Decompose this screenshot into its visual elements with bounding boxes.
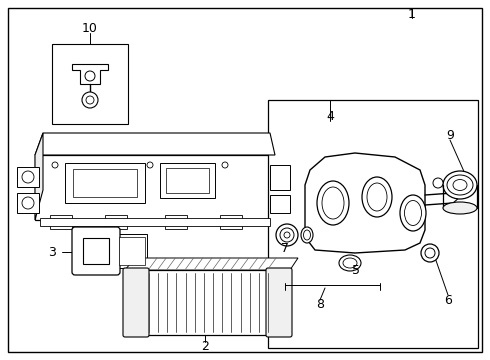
FancyBboxPatch shape [266,268,292,337]
Bar [105,215,127,229]
Polygon shape [125,258,298,270]
Bar [117,234,147,268]
Ellipse shape [322,187,344,219]
Circle shape [86,96,94,104]
Text: 3: 3 [48,246,56,258]
Text: 7: 7 [281,242,289,255]
Bar [125,270,290,335]
Bar [52,44,128,124]
Ellipse shape [447,175,473,195]
Circle shape [425,248,435,258]
Bar [73,169,137,197]
Bar [17,193,39,213]
Circle shape [147,162,153,168]
Circle shape [284,232,290,238]
Bar [17,167,39,187]
Ellipse shape [343,258,357,268]
Ellipse shape [301,227,313,243]
Bar [65,163,145,203]
Circle shape [85,71,95,81]
Bar [119,237,145,265]
Text: 9: 9 [446,129,454,141]
Ellipse shape [303,230,311,240]
Polygon shape [35,133,43,220]
Bar [270,165,290,190]
Text: 5: 5 [352,264,360,276]
Circle shape [421,244,439,262]
Circle shape [22,171,34,183]
Ellipse shape [443,202,477,214]
Text: 1: 1 [408,8,416,21]
Ellipse shape [367,183,387,211]
Ellipse shape [405,201,421,225]
Ellipse shape [362,177,392,217]
Bar [83,238,109,264]
Bar [280,270,370,298]
Bar [270,195,290,213]
Circle shape [280,228,294,242]
Bar [50,215,72,229]
Text: 8: 8 [316,298,324,311]
Circle shape [22,197,34,209]
Polygon shape [72,64,108,84]
Circle shape [222,162,228,168]
Text: 10: 10 [82,22,98,35]
Ellipse shape [400,195,426,231]
Bar [160,163,215,198]
FancyBboxPatch shape [72,227,120,275]
Bar [220,215,242,229]
Ellipse shape [339,255,361,271]
Circle shape [433,178,443,188]
Bar [166,168,209,193]
Bar [165,215,187,229]
Text: 6: 6 [444,293,452,306]
Circle shape [276,224,298,246]
Text: 2: 2 [201,341,209,354]
Text: 4: 4 [326,109,334,122]
Bar [35,155,275,220]
Ellipse shape [317,181,349,225]
Polygon shape [305,153,425,253]
Ellipse shape [443,171,477,199]
Circle shape [52,162,58,168]
Bar [268,100,478,348]
Circle shape [82,92,98,108]
Ellipse shape [453,180,467,190]
Polygon shape [35,133,275,155]
FancyBboxPatch shape [123,268,149,337]
Bar [40,218,270,226]
